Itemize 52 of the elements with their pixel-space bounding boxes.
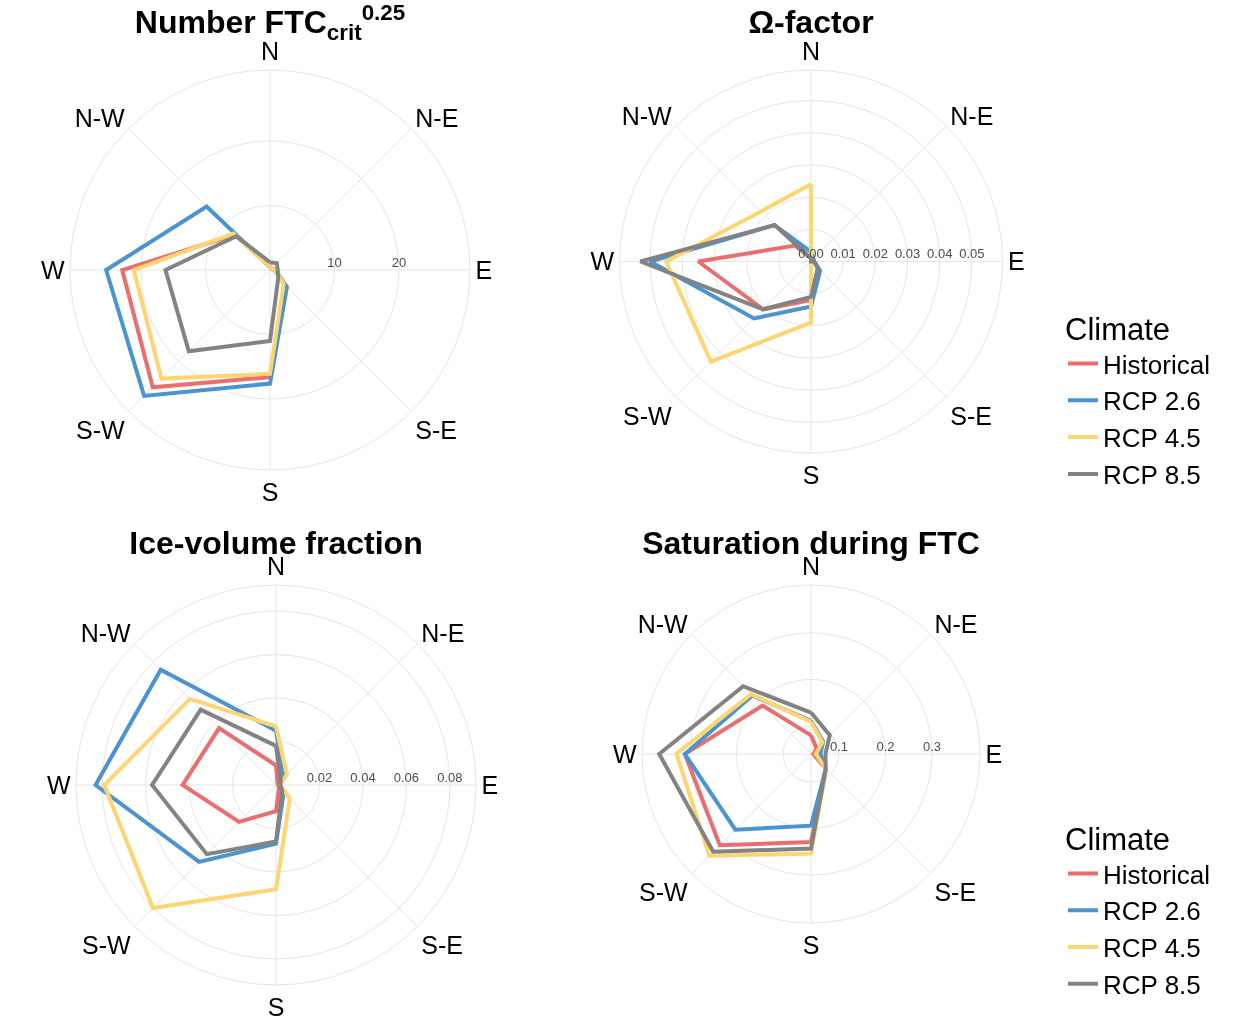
- y-tick-label: 0.1: [829, 738, 848, 754]
- spoke-label: S-W: [623, 401, 673, 430]
- spoke-label: S: [261, 477, 279, 506]
- legend-label: Historical: [1103, 859, 1210, 890]
- spoke-label: S-E: [415, 416, 457, 445]
- y-tick-label: 0.08: [437, 769, 463, 785]
- legend-label: RCP 8.5: [1103, 460, 1201, 491]
- spoke-label: N-E: [950, 101, 994, 130]
- spoke-label: N-E: [415, 104, 459, 133]
- spoke-label: W: [46, 770, 71, 799]
- y-tick-label: 0.03: [894, 246, 921, 262]
- spoke-label: S: [802, 930, 820, 959]
- spoke-label: N-E: [934, 610, 978, 639]
- legend-label: RCP 4.5: [1103, 933, 1201, 964]
- spoke-label: E: [481, 770, 499, 799]
- spoke-label: N-E: [421, 619, 465, 648]
- spoke-label: S-E: [950, 401, 992, 430]
- legend-label: RCP 2.6: [1103, 386, 1201, 417]
- spoke-label: N-W: [637, 610, 688, 639]
- y-tick-label: 10: [327, 254, 342, 270]
- spoke-label: S-E: [934, 878, 977, 907]
- legend-label: Historical: [1103, 349, 1210, 380]
- spoke-label: E: [985, 739, 1003, 768]
- spoke-label: W: [590, 247, 615, 276]
- spoke-label: S-E: [421, 931, 463, 960]
- y-tick-label: 0.04: [350, 769, 376, 785]
- y-tick-label: 0.06: [393, 769, 420, 785]
- legend-label: RCP 8.5: [1103, 970, 1201, 1001]
- spoke-label: S: [802, 460, 820, 489]
- spoke-label: S-W: [82, 931, 132, 960]
- spoke-label: N-W: [80, 619, 132, 648]
- spoke-label: S-W: [76, 416, 126, 445]
- spoke-label: E: [475, 255, 493, 284]
- spoke-label: S-W: [639, 878, 688, 907]
- spoke-label: W: [612, 739, 637, 768]
- y-tick-label: 0.02: [862, 246, 889, 262]
- spoke-label: N-W: [74, 104, 126, 133]
- y-tick-label: 0.04: [927, 246, 953, 262]
- spoke-label: S: [267, 992, 285, 1020]
- spoke-label: W: [40, 255, 65, 284]
- y-tick-label: 0.05: [959, 246, 985, 262]
- spoke-label: N-W: [621, 101, 673, 130]
- y-tick-label: 0.2: [876, 738, 895, 754]
- legend-title: Climate: [1065, 822, 1171, 858]
- legend-label: RCP 2.6: [1103, 896, 1201, 927]
- y-tick-label: 0.01: [830, 246, 856, 262]
- y-tick-label: 0.02: [306, 769, 333, 785]
- y-tick-label: 20: [391, 254, 407, 270]
- legend-title: Climate: [1065, 312, 1171, 348]
- y-tick-label: 0.3: [923, 738, 942, 754]
- spoke-label: E: [1008, 247, 1025, 276]
- legend-label: RCP 4.5: [1103, 423, 1201, 454]
